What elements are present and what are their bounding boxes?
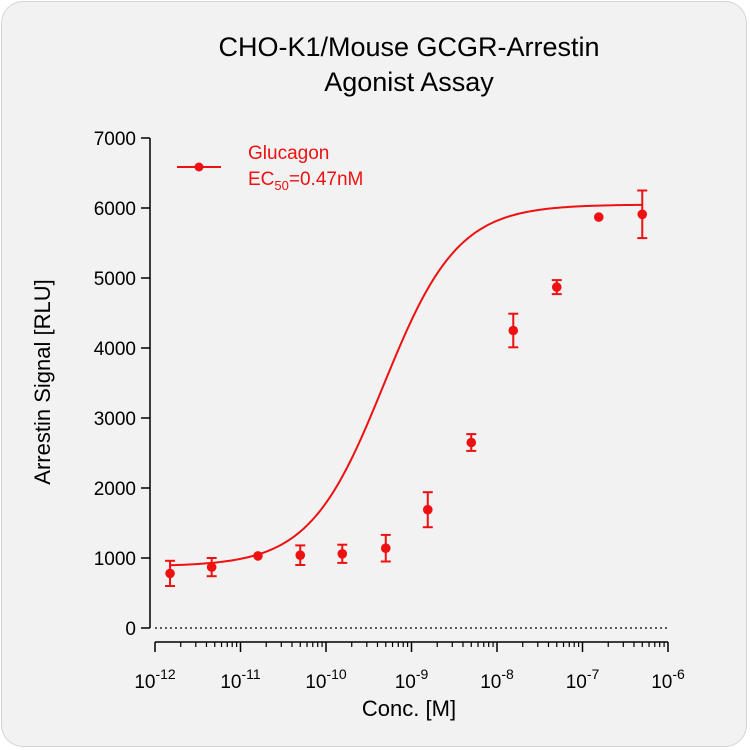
x-tick-exponent: -12	[155, 666, 175, 682]
legend-ec-subscript: 50	[274, 178, 288, 193]
y-tick-label: 1000	[94, 549, 136, 570]
plot-area	[165, 189, 648, 587]
x-tick-base: 10	[566, 672, 587, 693]
data-point	[551, 282, 562, 292]
y-tick-label: 7000	[94, 129, 136, 150]
x-tick-label: 10-7	[566, 666, 600, 693]
y-tick-label: 0	[125, 619, 136, 640]
x-tick-base: 10	[651, 672, 672, 693]
y-axis-title: Arrestin Signal [RLU]	[30, 279, 55, 484]
x-tick-exponent: -9	[416, 666, 429, 682]
data-point	[637, 209, 648, 220]
x-tick-base: 10	[480, 672, 501, 693]
legend-ec-prefix: EC	[248, 169, 274, 190]
x-tick-exponent: -10	[326, 666, 346, 682]
y-tick-label: 4000	[94, 339, 136, 360]
y-tick-label: 2000	[94, 479, 136, 500]
x-tick-base: 10	[134, 672, 155, 693]
data-point	[165, 568, 175, 579]
x-tick-exponent: -6	[672, 666, 685, 682]
x-axis-title: Conc. [M]	[362, 696, 456, 721]
x-tick-base: 10	[305, 672, 326, 693]
x-tick-label: 10-11	[220, 666, 261, 693]
x-tick-label: 10-8	[480, 666, 514, 693]
legend-ec-value: =0.47nM	[289, 169, 363, 190]
y-tick-label: 3000	[94, 409, 136, 430]
x-tick-base: 10	[395, 672, 416, 693]
x-tick-label: 10-12	[134, 666, 176, 693]
data-point	[508, 325, 519, 336]
x-tick-exponent: -8	[501, 666, 514, 682]
legend-series-label: Glucagon	[248, 143, 329, 164]
x-tick-exponent: -7	[587, 666, 600, 682]
x-tick-base: 10	[220, 672, 241, 693]
legend: Glucagon EC50=0.47nM	[177, 143, 363, 193]
fit-curve	[170, 203, 643, 567]
data-point	[206, 562, 217, 572]
legend-marker	[194, 162, 204, 172]
y-tick-label: 6000	[94, 199, 136, 220]
data-point	[337, 549, 348, 559]
legend-ec50: EC50=0.47nM	[248, 169, 363, 193]
x-tick-exponent: -11	[241, 666, 260, 682]
data-point	[593, 212, 604, 222]
y-tick-label: 5000	[94, 269, 136, 290]
data-point	[253, 551, 263, 561]
chart-title-line-1: CHO-K1/Mouse GCGR-Arrestin	[218, 32, 599, 62]
x-tick-label: 10-9	[395, 666, 429, 693]
data-point	[295, 550, 306, 560]
x-tick-label: 10-6	[651, 666, 685, 693]
chart-title-line-2: Agonist Assay	[324, 67, 494, 97]
data-point	[466, 437, 477, 448]
x-tick-label: 10-10	[305, 666, 347, 693]
data-point	[380, 543, 391, 553]
data-point	[422, 504, 433, 515]
